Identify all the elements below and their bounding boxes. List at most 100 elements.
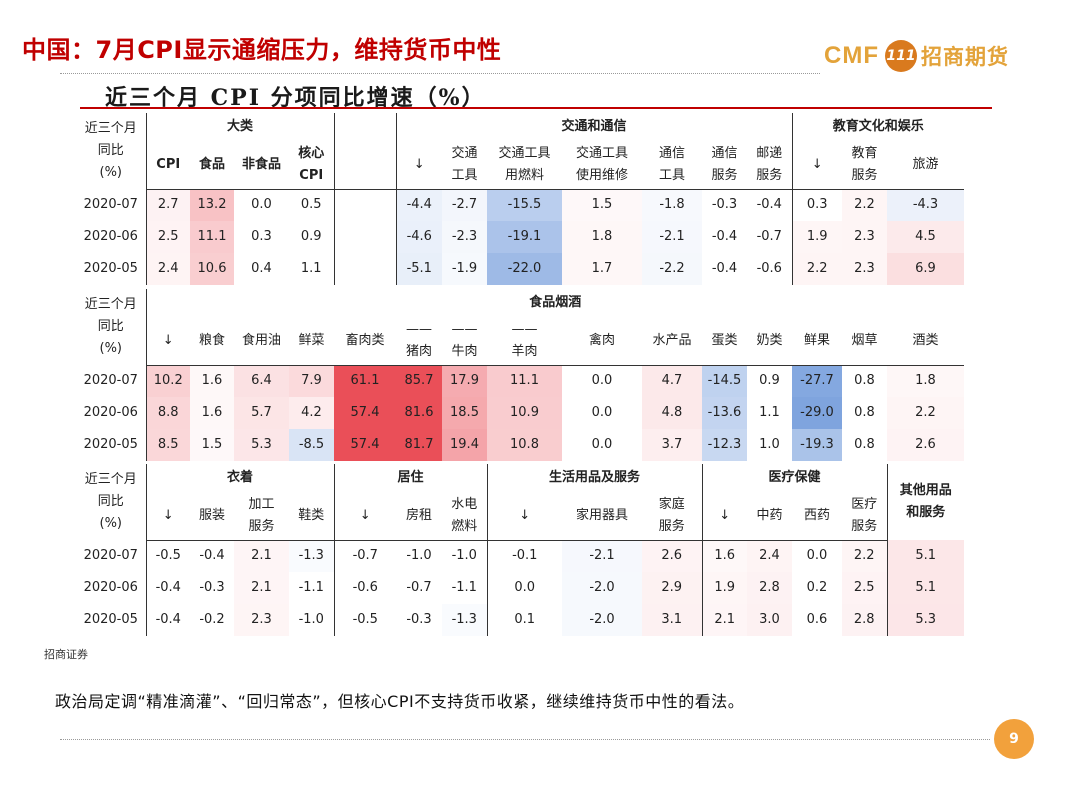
data-cell: 2.4 xyxy=(146,253,190,285)
data-cell: 2.1 xyxy=(234,572,289,604)
column-header: 畜肉类 xyxy=(334,317,396,366)
group-header xyxy=(334,113,397,141)
column-header-line: 粮食 xyxy=(198,332,225,348)
data-cell: 2.2 xyxy=(792,253,842,285)
column-header: 家用器具 xyxy=(562,492,642,541)
column-header-line: 服务 xyxy=(851,167,878,183)
column-header-line: 食用油 xyxy=(241,332,281,348)
data-cell: -29.0 xyxy=(792,397,842,429)
data-cell: 1.7 xyxy=(562,253,642,285)
data-cell: 1.6 xyxy=(190,397,234,429)
column-header-line: 核心 xyxy=(298,145,325,161)
data-cell: 1.0 xyxy=(759,437,780,452)
column-header-row: CPI 食品 非食品 核心 CPI ↓ 交通 工具 交通工具 用燃料 交通工具 使用维修 通信 工具 通信服… xyxy=(76,141,964,190)
column-header-line: ↓ xyxy=(162,332,174,348)
group-header-label: 医疗保健 xyxy=(768,470,821,485)
column-header-line: 工具 xyxy=(451,167,478,183)
data-cell: -2.3 xyxy=(442,221,487,253)
source-label: 招商证券 xyxy=(44,648,88,661)
group-header: 居住 xyxy=(334,464,488,492)
data-cell: 57.4 xyxy=(334,397,396,429)
data-cell: -0.4 xyxy=(155,580,181,595)
data-cell: 1.9 xyxy=(792,221,842,253)
data-cell: -1.9 xyxy=(442,253,487,285)
footer-divider xyxy=(60,739,990,740)
data-cell: 0.4 xyxy=(251,261,272,276)
data-cell: 7.9 xyxy=(289,365,334,397)
column-header: ↓ xyxy=(146,492,190,541)
data-cell: -0.3 xyxy=(711,197,738,213)
column-header-row: ↓ 服装 加工 服务 鞋类 ↓ 房租 水电 燃料 ↓ 家用器具 家庭 服务 ↓ 中药 西药 医疗 服务 xyxy=(76,492,964,541)
data-cell: -4.3 xyxy=(887,189,964,221)
data-cell: -0.7 xyxy=(352,548,378,564)
data-cell: -1.0 xyxy=(442,540,488,572)
data-cell: -0.7 xyxy=(406,580,432,595)
table-row: 2020-06 8.8 1.6 5.7 4.2 57.4 81.6 18.5 10.9 0.0 4.… xyxy=(76,397,964,429)
data-cell: 3.0 xyxy=(747,604,792,636)
data-cell: -2.1 xyxy=(562,540,642,572)
row-header-line: 近三个月 xyxy=(84,297,137,312)
data-cell: 1.1 xyxy=(759,405,780,420)
column-header-line: ↓ xyxy=(359,507,371,523)
data-cell: 18.5 xyxy=(442,397,487,429)
data-cell: 0.1 xyxy=(514,612,536,627)
column-header-line: 房租 xyxy=(405,507,432,523)
data-cell: 0.2 xyxy=(806,580,828,595)
column-header-line: 交通 xyxy=(451,145,478,161)
header-divider xyxy=(60,73,820,74)
column-header: 加工 服务 xyxy=(234,492,289,541)
column-header-line: ↓ xyxy=(162,507,174,523)
table-row: 2020-07 10.2 1.6 6.4 7.9 61.1 85.7 17.9 11.1 0.0 4… xyxy=(76,365,964,397)
column-header-line: 鲜果 xyxy=(803,332,830,348)
data-cell xyxy=(334,221,397,253)
column-header-line: 酒类 xyxy=(912,332,939,348)
column-header: 食用油 xyxy=(234,317,289,366)
data-cell: 4.5 xyxy=(887,221,964,253)
row-month-label: 2020-05 xyxy=(76,253,147,285)
data-cell: 2.3 xyxy=(234,604,289,636)
column-header: 邮递 服务 xyxy=(747,141,793,190)
column-header: 非食品 xyxy=(234,141,289,190)
data-cell: 81.6 xyxy=(396,397,442,429)
column-header-line: 医疗 xyxy=(851,496,878,512)
column-header: —— 羊肉 xyxy=(487,317,562,366)
column-header: 交通工具 使用维修 xyxy=(562,141,642,190)
slide-title: 中国：7月CPI显示通缩压力，维持货币中性 xyxy=(22,36,502,64)
data-cell: -0.5 xyxy=(155,548,181,564)
group-header-row: 近三个月 同比 (%) 食品烟酒 xyxy=(76,289,964,365)
group-header: 医疗保健 xyxy=(702,464,888,492)
column-header xyxy=(334,141,397,190)
data-cell: 0.8 xyxy=(854,405,875,420)
column-header-line: 鲜菜 xyxy=(298,332,325,348)
data-cell: -0.6 xyxy=(352,580,378,595)
group-header-row: 近三个月 同比 (%) 衣着 居住 生活用品及服务 医疗保健 其他用品 和服务 xyxy=(76,464,964,540)
column-header: 交通工具 用燃料 xyxy=(487,141,562,190)
data-cell: 13.2 xyxy=(190,189,234,221)
column-header-line: 畜肉类 xyxy=(345,332,385,348)
column-header-line: 服务 xyxy=(851,518,878,534)
group-header: 交通和通信 xyxy=(396,113,793,141)
data-cell: -19.3 xyxy=(792,429,842,461)
table-row: 2020-05 -0.4 -0.2 2.3 -1.0 -0.5 -0.3 -1.3 0.1 -2.… xyxy=(76,604,964,636)
column-header-line: 用燃料 xyxy=(504,167,544,183)
data-cell: 0.6 xyxy=(806,612,828,627)
column-header-line: —— xyxy=(511,321,538,337)
data-cell: -1.3 xyxy=(442,604,488,636)
data-cell: 8.8 xyxy=(146,397,190,429)
column-header-line: 交通工具 xyxy=(498,145,551,161)
column-header-line: —— xyxy=(451,321,478,337)
data-cell: -12.3 xyxy=(702,429,747,461)
row-month-label: 2020-06 xyxy=(76,397,147,429)
data-cell: 2.8 xyxy=(747,572,792,604)
data-cell: -2.1 xyxy=(642,221,702,253)
table-row: 2020-05 8.5 1.5 5.3 -8.5 57.4 81.7 19.4 10.8 0.0 3… xyxy=(76,429,964,461)
data-cell: -15.5 xyxy=(487,189,562,221)
column-header: 鲜果 xyxy=(792,317,842,366)
data-cell: -19.1 xyxy=(487,221,562,253)
column-header: 交通 工具 xyxy=(442,141,487,190)
column-header-line: 中药 xyxy=(756,507,783,523)
data-cell: 6.9 xyxy=(887,253,964,285)
data-cell: 1.8 xyxy=(887,365,964,397)
data-cell: -0.4 xyxy=(711,229,738,244)
column-header: 酒类 xyxy=(887,317,964,366)
